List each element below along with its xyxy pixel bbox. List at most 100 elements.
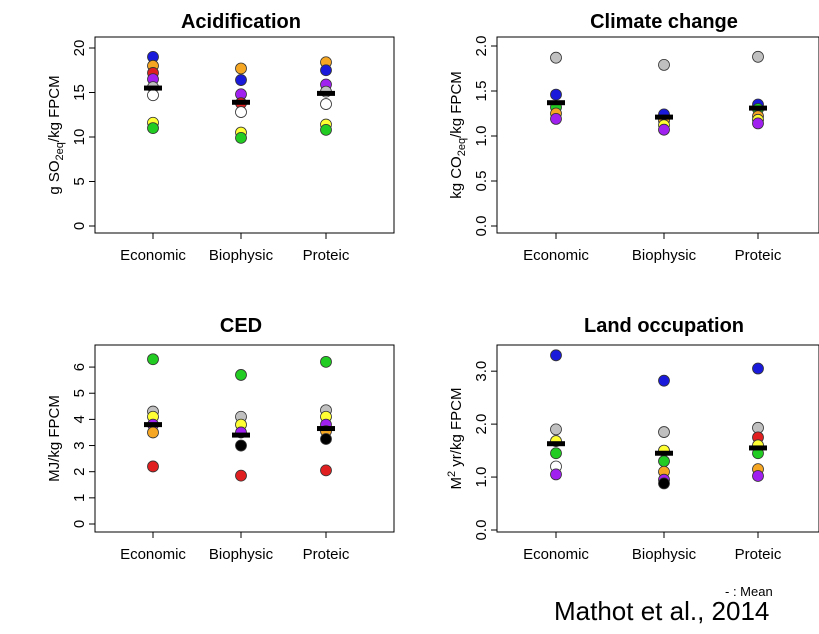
- y-tick-label: 2.0: [473, 36, 490, 57]
- y-tick-label: 1.5: [473, 81, 490, 102]
- data-point: [235, 469, 247, 482]
- data-point: [550, 423, 562, 436]
- x-tick-label: Biophysic: [632, 546, 697, 563]
- x-tick-label: Biophysic: [632, 247, 697, 264]
- y-tick-label: 0.5: [473, 171, 490, 192]
- data-point: [550, 113, 562, 125]
- panel-title: Acidification: [181, 11, 301, 33]
- x-tick-label: Proteic: [735, 247, 782, 264]
- y-tick-label: 3.0: [473, 361, 490, 382]
- data-point: [320, 98, 332, 110]
- x-tick-label: Economic: [523, 546, 589, 563]
- data-point: [752, 50, 764, 63]
- mean-marker: [144, 85, 162, 91]
- y-tick-label: 0.0: [473, 520, 490, 541]
- y-tick-label: 5: [71, 177, 88, 185]
- y-tick-label: 0: [71, 520, 88, 528]
- data-point: [550, 468, 562, 481]
- y-tick-label: 15: [71, 84, 88, 101]
- panel-1: Climate change 0.0 0.5 1.0 1.5 2.0 kg CO2eq/kg…: [448, 11, 819, 264]
- y-tick-label: 5: [71, 389, 88, 397]
- data-point: [550, 88, 562, 101]
- data-point: [147, 460, 159, 473]
- y-axis-label: kg CO2eq/kg FPCM: [448, 71, 468, 199]
- y-label-script: 2eq: [456, 138, 468, 156]
- y-label-script: 2: [446, 471, 458, 477]
- x-tick-label: Proteic: [303, 247, 350, 264]
- data-point: [235, 131, 247, 144]
- data-point: [752, 117, 764, 130]
- data-point: [320, 123, 332, 136]
- x-tick-label: Proteic: [735, 546, 782, 563]
- panel-title: Climate change: [590, 11, 738, 33]
- y-axis-label: g SO2eq/kg FPCM: [46, 75, 66, 194]
- mean-marker: [232, 432, 250, 438]
- data-point: [147, 89, 159, 102]
- citation: Mathot et al., 2014: [554, 596, 770, 626]
- data-point: [658, 477, 670, 490]
- data-point: [147, 353, 159, 366]
- data-point: [550, 349, 562, 362]
- x-tick-label: Economic: [523, 247, 589, 264]
- y-tick-label: 0.0: [473, 216, 490, 237]
- data-point: [550, 51, 562, 64]
- mean-marker: [144, 422, 162, 428]
- data-point: [752, 470, 764, 482]
- y-tick-label: 6: [71, 363, 88, 371]
- y-label-part: M: [448, 477, 465, 490]
- data-point: [320, 464, 332, 477]
- mean-marker: [317, 90, 335, 96]
- y-tick-label: 1: [71, 494, 88, 502]
- y-tick-label: 1.0: [473, 467, 490, 488]
- y-label-script: 2eq: [54, 142, 66, 160]
- x-tick-label: Proteic: [303, 546, 350, 563]
- y-tick-label: 3: [71, 441, 88, 449]
- y-tick-label: 2.0: [473, 414, 490, 435]
- mean-marker: [547, 441, 565, 447]
- mean-marker: [655, 114, 673, 120]
- y-tick-label: 4: [71, 415, 88, 423]
- mean-legend-note: - : Mean: [725, 584, 773, 599]
- data-point: [658, 123, 670, 136]
- data-point: [235, 369, 247, 381]
- data-point: [658, 59, 670, 71]
- data-point: [235, 62, 247, 75]
- x-tick-label: Biophysic: [209, 546, 274, 563]
- panel-2: CED 0 1 2 3 4 5 6 MJ/kg FPCM Economic Biophysic Pro…: [46, 315, 395, 563]
- y-label-part: kg CO: [448, 156, 465, 199]
- plot-frame: [94, 344, 395, 533]
- data-point: [235, 106, 247, 118]
- y-label-part: yr/kg FPCM: [448, 388, 465, 471]
- data-point: [235, 74, 247, 86]
- y-label-part: /kg FPCM: [448, 71, 465, 138]
- data-point: [658, 374, 670, 387]
- data-point: [658, 426, 670, 438]
- data-point: [147, 122, 159, 135]
- panel-0: Acidification 0 5 10 15 20 g SO2eq/kg FPCM Econ…: [46, 11, 395, 264]
- y-axis-label: MJ/kg FPCM: [46, 395, 63, 482]
- y-label-part: g SO: [46, 160, 63, 194]
- plot-frame: [496, 36, 819, 234]
- y-tick-label: 0: [71, 222, 88, 230]
- plot-frame: [94, 36, 395, 234]
- data-point: [320, 433, 332, 445]
- data-point: [658, 455, 670, 468]
- data-point: [235, 439, 247, 452]
- x-tick-label: Biophysic: [209, 247, 274, 264]
- data-point: [147, 426, 159, 439]
- mean-marker: [749, 105, 767, 111]
- data-point: [320, 355, 332, 368]
- y-label-part: /kg FPCM: [46, 75, 63, 142]
- y-tick-label: 1.0: [473, 126, 490, 147]
- data-point: [752, 362, 764, 375]
- panel-title: CED: [220, 315, 262, 337]
- data-point: [320, 64, 332, 77]
- mean-marker: [317, 426, 335, 432]
- panel-title: Land occupation: [584, 315, 744, 337]
- y-tick-label: 10: [71, 129, 88, 146]
- mean-marker: [547, 100, 565, 106]
- mean-marker: [749, 445, 767, 451]
- panel-3: Land occupation 0.0 1.0 2.0 3.0 M2 yr/kg FPCM…: [446, 315, 819, 563]
- data-point: [550, 447, 562, 460]
